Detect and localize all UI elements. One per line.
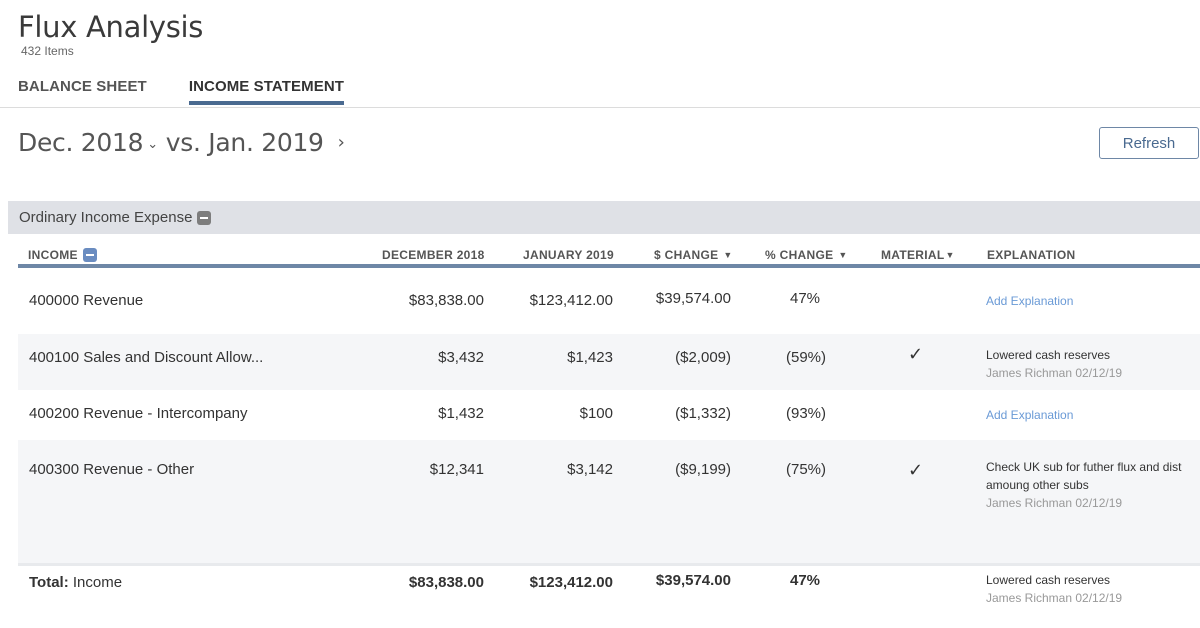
account-name: 400000 Revenue <box>29 292 144 309</box>
total-label-text: Income <box>68 574 123 591</box>
column-label: % CHANGE <box>765 248 834 262</box>
explanation-author: James Richman 02/12/19 <box>986 591 1123 605</box>
sort-caret-icon[interactable]: ▼ <box>838 250 848 260</box>
total-label: Total: Income <box>29 574 122 591</box>
sort-caret-icon[interactable]: ▼ <box>723 250 733 260</box>
january-value: $100 <box>579 405 613 422</box>
item-count: 432 Items <box>21 44 74 58</box>
column-label: EXPLANATION <box>987 248 1076 262</box>
table-header: INCOME DECEMBER 2018 JANUARY 2019 $ CHAN… <box>18 240 1200 268</box>
explanation: Lowered cash reserves James Richman 02/1… <box>986 571 1122 607</box>
explanation-author: James Richman 02/12/19 <box>986 496 1123 510</box>
minus-square-icon[interactable] <box>82 248 97 262</box>
table-row[interactable]: 400100 Sales and Discount Allow... $3,43… <box>18 334 1200 390</box>
explanation: Lowered cash reserves James Richman 02/1… <box>986 346 1122 382</box>
december-value: $83,838.00 <box>408 292 484 309</box>
period-selector: Dec. 2018 ⌄ vs. Jan. 2019 › <box>18 128 345 157</box>
account-name: 400200 Revenue - Intercompany <box>29 405 248 422</box>
dollar-change-value: $39,574.00 <box>655 290 731 307</box>
add-explanation-link[interactable]: Add Explanation <box>986 294 1074 308</box>
explanation-author: James Richman 02/12/19 <box>986 366 1123 380</box>
column-label: INCOME <box>28 248 78 262</box>
table-row[interactable]: 400200 Revenue - Intercompany $1,432 $10… <box>18 390 1200 440</box>
tab-income-statement[interactable]: INCOME STATEMENT <box>188 78 345 105</box>
explanation: Add Explanation <box>986 292 1073 310</box>
column-header-account: INCOME <box>28 248 97 262</box>
january-value: $1,423 <box>567 349 613 366</box>
chevron-down-icon[interactable]: ⌄ <box>147 137 158 152</box>
column-header-january[interactable]: JANUARY 2019 <box>523 248 614 262</box>
percent-change-value: (93%) <box>786 405 827 422</box>
percent-change-value: (75%) <box>786 461 827 478</box>
account-name: 400100 Sales and Discount Allow... <box>29 349 264 366</box>
tab-balance-sheet[interactable]: BALANCE SHEET <box>18 78 147 95</box>
percent-change-value: 47% <box>790 290 821 307</box>
december-value: $12,341 <box>429 461 484 478</box>
page-title: Flux Analysis <box>18 10 204 44</box>
total-december-value: $83,838.00 <box>408 574 484 591</box>
column-label: $ CHANGE <box>654 248 719 262</box>
percent-change-value: (59%) <box>786 349 827 366</box>
january-value: $3,142 <box>567 461 613 478</box>
sort-caret-icon[interactable]: ▼ <box>945 250 955 260</box>
tab-divider <box>0 107 1200 108</box>
column-header-percent-change[interactable]: % CHANGE ▼ <box>765 248 848 262</box>
column-header-dollar-change[interactable]: $ CHANGE ▼ <box>654 248 733 262</box>
table-row[interactable]: 400300 Revenue - Other $12,341 $3,142 ($… <box>18 440 1200 563</box>
column-header-december[interactable]: DECEMBER 2018 <box>382 248 485 262</box>
explanation: Check UK sub for futher flux and dist am… <box>986 458 1181 512</box>
total-percent-change-value: 47% <box>790 572 821 589</box>
tab-bar: BALANCE SHEET INCOME STATEMENT <box>18 78 386 105</box>
section-header: Ordinary Income Expense <box>8 201 1200 234</box>
minus-square-icon[interactable] <box>197 210 212 225</box>
material-check-icon: ✓ <box>908 344 924 364</box>
table-row[interactable]: 400000 Revenue $83,838.00 $123,412.00 $3… <box>18 272 1200 334</box>
total-label-bold: Total: <box>29 574 69 591</box>
total-row: Total: Income $83,838.00 $123,412.00 $39… <box>18 563 1200 628</box>
dollar-change-value: ($1,332) <box>675 405 731 422</box>
column-header-explanation: EXPLANATION <box>987 248 1075 262</box>
explanation-text: Check UK sub for futher flux and dist <box>986 460 1182 474</box>
material-check-icon: ✓ <box>908 460 924 480</box>
total-january-value: $123,412.00 <box>529 574 613 591</box>
column-label: MATERIAL <box>881 248 945 262</box>
period-vs-label: vs. Jan. 2019 <box>165 128 324 157</box>
account-name: 400300 Revenue - Other <box>29 461 195 478</box>
column-header-material[interactable]: MATERIAL ▼ <box>881 248 955 262</box>
dollar-change-value: ($2,009) <box>675 349 731 366</box>
column-label: DECEMBER 2018 <box>382 248 485 262</box>
explanation-text: Lowered cash reserves <box>986 573 1111 587</box>
december-value: $1,432 <box>438 405 484 422</box>
column-label: JANUARY 2019 <box>523 248 614 262</box>
dollar-change-value: ($9,199) <box>675 461 731 478</box>
explanation-text-continued: amoung other subs <box>986 478 1089 492</box>
add-explanation-link[interactable]: Add Explanation <box>986 408 1074 422</box>
section-title: Ordinary Income Expense <box>19 209 193 226</box>
total-dollar-change-value: $39,574.00 <box>655 572 731 589</box>
explanation: Add Explanation <box>986 406 1073 424</box>
explanation-text: Lowered cash reserves <box>986 348 1111 362</box>
chevron-right-icon[interactable]: › <box>337 132 345 153</box>
january-value: $123,412.00 <box>529 292 613 309</box>
refresh-button[interactable]: Refresh <box>1099 127 1199 159</box>
december-value: $3,432 <box>438 349 484 366</box>
period-from-dropdown[interactable]: Dec. 2018 <box>18 128 144 157</box>
